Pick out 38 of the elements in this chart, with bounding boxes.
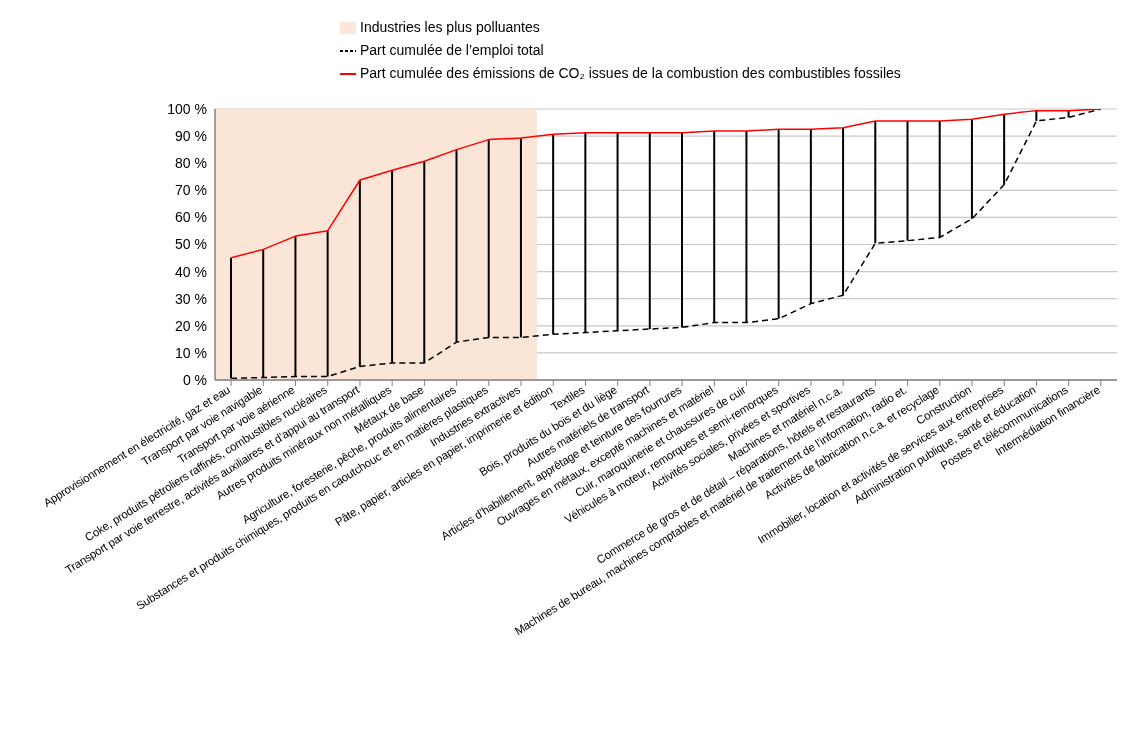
y-tick-label: 50 % xyxy=(175,236,207,253)
y-tick-label: 0 % xyxy=(182,371,207,388)
bar xyxy=(842,127,845,296)
legend-label: Industries les plus polluantes xyxy=(360,19,540,35)
bar xyxy=(391,170,394,363)
bar xyxy=(777,129,780,319)
bar xyxy=(584,132,587,333)
bar xyxy=(487,139,490,338)
y-tick-label: 60 % xyxy=(175,209,207,226)
bar xyxy=(358,180,361,367)
bar xyxy=(648,132,651,330)
y-tick-label: 30 % xyxy=(175,290,207,307)
bar xyxy=(713,130,716,323)
bar xyxy=(938,120,941,238)
y-tick-label: 20 % xyxy=(175,317,207,334)
y-tick-label: 100 % xyxy=(167,100,207,117)
bar xyxy=(906,120,909,241)
bar xyxy=(874,120,877,244)
bar xyxy=(326,230,329,377)
legend-label: Part cumulée de l’emploi total xyxy=(360,42,544,58)
bar xyxy=(423,161,426,363)
bar xyxy=(552,134,555,335)
bar xyxy=(616,132,619,331)
bar xyxy=(745,130,748,323)
bar xyxy=(519,138,522,338)
line-series xyxy=(230,109,1102,259)
bar xyxy=(970,119,973,219)
bar xyxy=(1003,114,1006,185)
legend-label: Part cumulée des émissions de CO₂ issues de la combustion des combustibles fossiles xyxy=(360,65,901,81)
y-tick-label: 10 % xyxy=(175,344,207,361)
y-tick-label: 90 % xyxy=(175,128,207,145)
y-tick-label: 40 % xyxy=(175,263,207,280)
bar xyxy=(294,236,297,377)
y-tick-label: 80 % xyxy=(175,155,207,172)
bar xyxy=(455,149,458,343)
y-tick-label: 70 % xyxy=(175,182,207,199)
bar xyxy=(681,132,683,328)
bar xyxy=(809,129,812,304)
